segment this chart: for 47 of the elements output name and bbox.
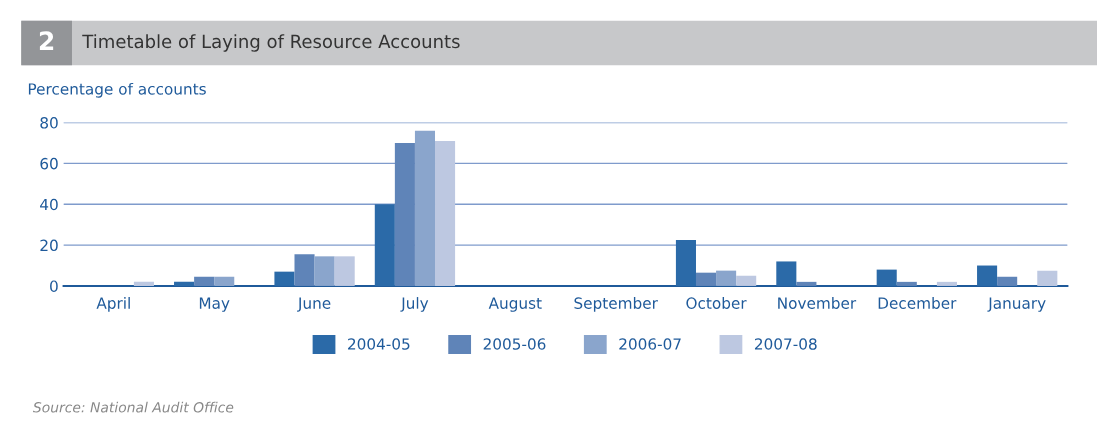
bar — [977, 265, 998, 286]
y-axis-title: Percentage of accounts — [28, 82, 206, 98]
bar — [214, 276, 235, 286]
y-tick-label: 20 — [40, 239, 58, 252]
bar — [1037, 270, 1058, 286]
y-tick-label: 40 — [40, 198, 58, 211]
bar — [876, 269, 897, 286]
bar — [796, 281, 817, 286]
bar — [716, 270, 737, 286]
x-tick-label: August — [488, 297, 542, 312]
x-tick-label: October — [686, 297, 747, 309]
bar — [414, 130, 436, 286]
chart-title: Timetable of Laying of Resource Accounts — [82, 34, 460, 52]
bar — [274, 271, 295, 286]
legend-label: 2004-05 — [348, 338, 410, 350]
bar — [394, 142, 415, 286]
x-tick-label: April — [96, 297, 130, 312]
x-tick-label: December — [878, 297, 957, 309]
x-tick-label: June — [297, 297, 331, 312]
y-tick-label: 0 — [50, 280, 58, 292]
x-tick-label: July — [400, 297, 429, 312]
legend-label: 2005-06 — [483, 338, 546, 350]
bar — [314, 256, 335, 286]
legend-label: 2006-07 — [619, 338, 681, 350]
source-note: Source: National Audit Office — [32, 401, 234, 413]
bar — [294, 254, 315, 286]
y-tick-label: 80 — [40, 117, 58, 129]
bar — [896, 281, 917, 286]
bar — [435, 140, 456, 286]
text: 2 — [39, 31, 54, 50]
bar — [334, 256, 355, 286]
bar — [194, 276, 215, 286]
legend-label: 2007-08 — [754, 338, 817, 350]
x-tick-label: January — [987, 297, 1046, 312]
bar — [776, 261, 797, 286]
bar — [133, 281, 154, 286]
bar — [695, 272, 717, 286]
x-tick-label: November — [778, 297, 857, 309]
bar — [374, 204, 395, 286]
bar — [174, 281, 195, 286]
bar — [997, 276, 1018, 286]
x-tick-label: September — [574, 297, 658, 312]
bar — [936, 281, 957, 286]
bar — [675, 239, 696, 286]
x-tick-label: May — [199, 297, 230, 312]
bar — [736, 275, 757, 286]
y-tick-label: 60 — [40, 157, 58, 170]
